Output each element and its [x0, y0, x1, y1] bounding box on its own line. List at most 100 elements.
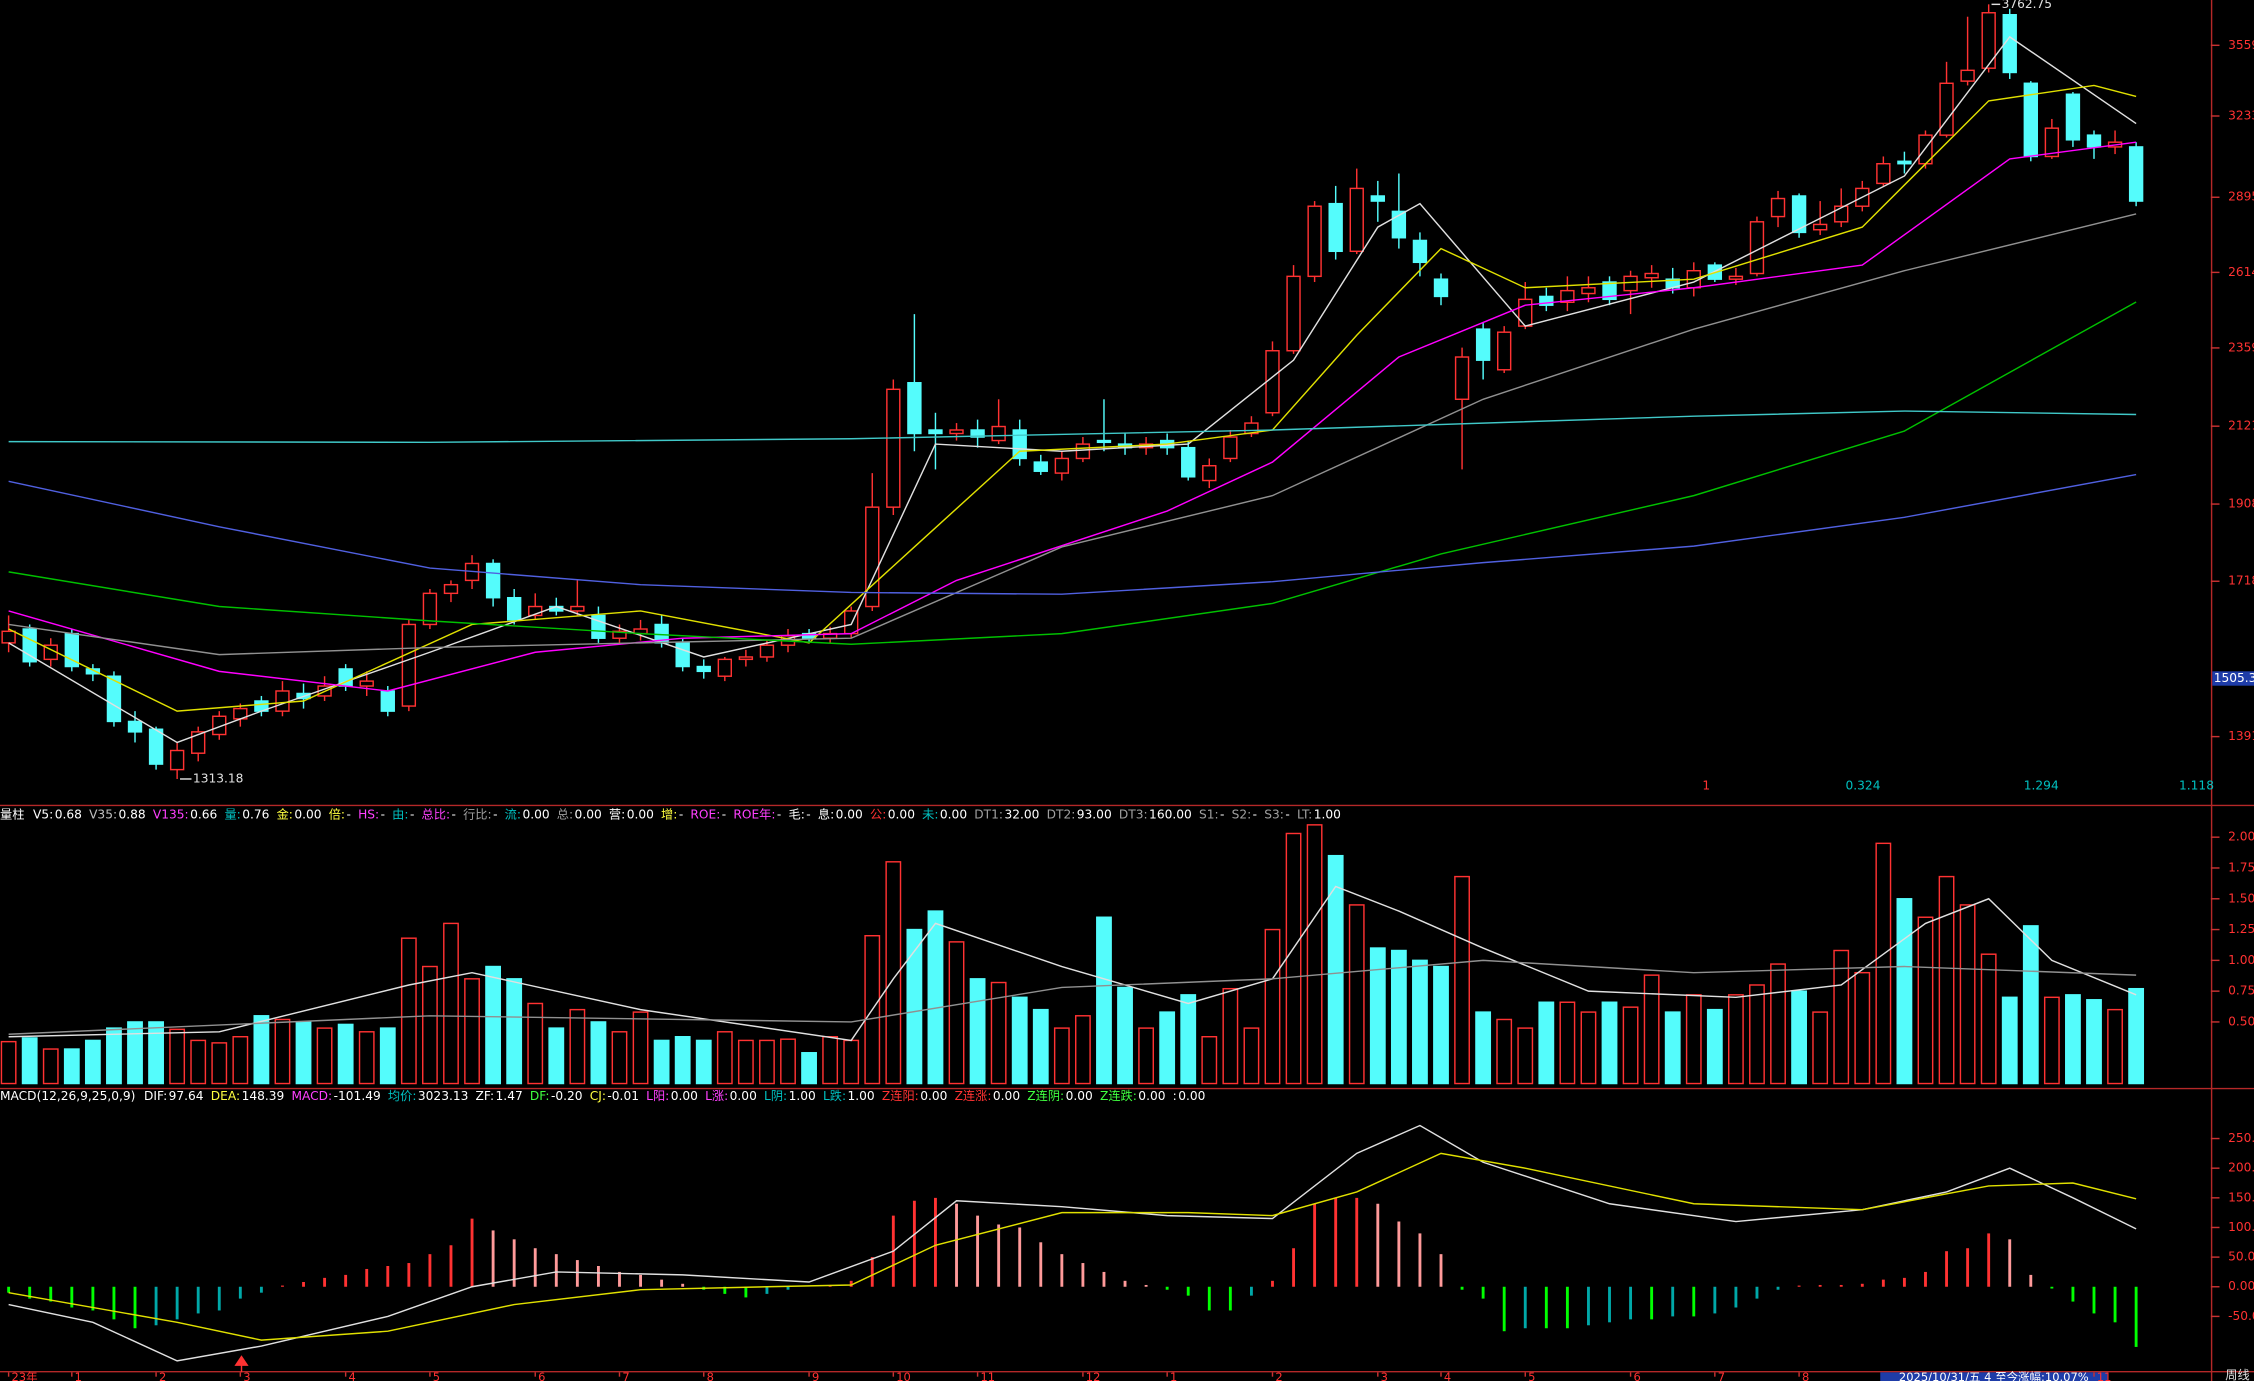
volume-bar: [2086, 999, 2102, 1085]
x-tick-label: 3: [1381, 1370, 1388, 1381]
volume-bar: [801, 1052, 817, 1085]
moving-average: [8, 410, 2137, 444]
candle-body: [85, 668, 101, 675]
candle-body: [612, 630, 627, 639]
volume-bar: [990, 981, 1007, 1085]
volume-bar: [1454, 875, 1470, 1085]
header-value: 0.00: [730, 1089, 757, 1103]
candle-body: [1475, 328, 1491, 361]
header-value: 1.00: [789, 1089, 816, 1103]
header-value: 0.88: [119, 807, 146, 821]
volume-bar: [822, 1036, 839, 1085]
candle-body: [2065, 93, 2081, 141]
header-label: DIF:: [144, 1089, 167, 1103]
candle-body: [359, 680, 374, 687]
header-value: 97.64: [169, 1089, 204, 1103]
header-value: 1.47: [496, 1089, 523, 1103]
header-value: 0.68: [55, 807, 82, 821]
header-value: 32.00: [1004, 807, 1039, 821]
candle-body: [1096, 439, 1112, 444]
volume-bar: [611, 1031, 628, 1085]
volume-bar: [1433, 965, 1449, 1085]
y-tick-label: 0.50: [2228, 1014, 2254, 1028]
header-label: 毛:: [789, 807, 805, 821]
header-label: S1:: [1199, 807, 1219, 821]
header-value: 0.00: [1178, 1089, 1205, 1103]
period-label: 周线: [2225, 1368, 2249, 1381]
volume-bar: [1075, 1015, 1091, 1085]
volume-bar: [1222, 987, 1239, 1085]
volume-bar: [569, 1008, 586, 1085]
x-tick-label: 3: [243, 1370, 250, 1381]
volume-bar: [1622, 1006, 1639, 1085]
candle-body: [1223, 436, 1238, 460]
header-value: 160.00: [1149, 807, 1192, 821]
y-tick-label: 50.00: [2228, 1250, 2254, 1264]
candle-body: [1644, 272, 1659, 279]
candle-body: [1286, 275, 1301, 352]
volume-bar: [1011, 996, 1028, 1085]
header-label: 息:: [818, 806, 834, 821]
y-tick-label: 2614: [2228, 265, 2254, 279]
candle-body: [1181, 446, 1196, 478]
header-label: 营:: [609, 807, 625, 821]
moving-average: [8, 141, 2137, 692]
volume-bar: [1032, 1008, 1049, 1085]
header-value: 0.00: [993, 1089, 1020, 1103]
volume-bar: [169, 1028, 186, 1085]
volume-bar: [1896, 898, 1913, 1085]
volume-bar: [1496, 1018, 1513, 1085]
moving-average: [8, 473, 2137, 595]
volume-bar: [422, 965, 438, 1085]
volume-bar: [1727, 994, 1744, 1085]
stat-label: 1: [1702, 779, 1710, 793]
header-label: Z连阳:: [882, 1088, 919, 1103]
low-label: 1313.18: [193, 771, 243, 785]
header-label: 总比:: [422, 807, 451, 821]
y-tick-label: 1718: [2228, 574, 2254, 588]
volume-bar: [632, 1011, 649, 1085]
volume-bar: [548, 1027, 565, 1085]
volume-bar: [1243, 1027, 1260, 1085]
candle-body: [949, 429, 964, 435]
volume-bar: [63, 1048, 80, 1085]
header-label: ROE年:: [733, 807, 775, 821]
candle-body: [1791, 195, 1807, 234]
volume-bar: [969, 978, 986, 1085]
volume-bar: [1749, 984, 1765, 1085]
x-tick-label: 5: [1528, 1370, 1535, 1381]
y-tick-label: 1.00: [2228, 953, 2254, 967]
volume-bar: [1770, 963, 1786, 1085]
header-label: MACD:: [291, 1089, 332, 1103]
volume-bar: [1053, 1027, 1070, 1085]
volume-bar: [1812, 1011, 1829, 1085]
header-label: S2:: [1232, 807, 1252, 821]
candle-body: [506, 596, 522, 621]
volume-bar: [1285, 832, 1302, 1085]
x-tick-label: 7: [1718, 1370, 1725, 1381]
header-label: L跌:: [823, 1088, 846, 1103]
volume-bar: [780, 1038, 796, 1085]
header-label: L阳:: [646, 1089, 669, 1103]
x-tick-label: 6: [538, 1370, 545, 1381]
header-value: -: [381, 807, 385, 821]
volume-bar: [253, 1015, 270, 1085]
header-value: 0.00: [920, 1089, 947, 1103]
moving-average: [8, 35, 2137, 744]
header-label: 金:: [277, 806, 293, 821]
volume-bar: [1917, 916, 1934, 1085]
volume-bar: [485, 965, 502, 1085]
header-label: DEA:: [211, 1089, 240, 1103]
candle-body: [1876, 162, 1891, 185]
volume-bar: [1201, 1036, 1218, 1085]
header-value: 1.00: [1314, 807, 1341, 821]
header-value: -: [1285, 807, 1289, 821]
volume-bar: [1959, 904, 1976, 1085]
candle-body: [1033, 461, 1048, 472]
volume-bar: [1306, 824, 1323, 1085]
candle-body: [1812, 223, 1828, 231]
header-label: ROE:: [690, 807, 720, 821]
